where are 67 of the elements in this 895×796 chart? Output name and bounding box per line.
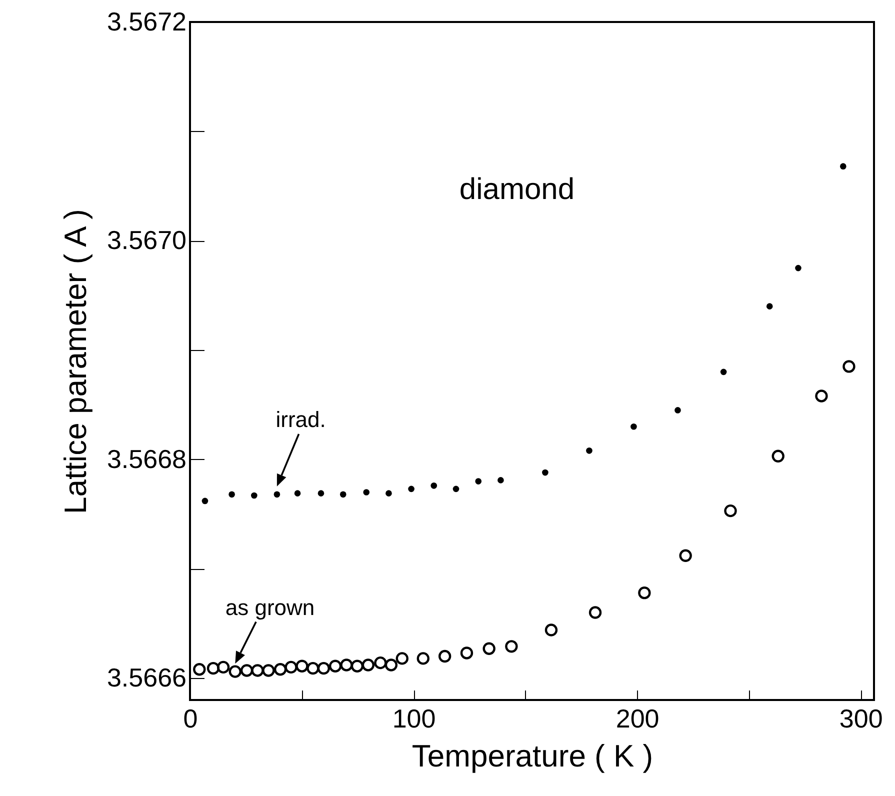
- point: [340, 658, 353, 672]
- point: [416, 652, 430, 665]
- point: [586, 448, 592, 454]
- point: [228, 491, 235, 498]
- point: [815, 390, 828, 402]
- x-axis-title: Temperature ( K ): [412, 738, 654, 774]
- point: [408, 486, 414, 492]
- point: [720, 368, 727, 376]
- point: [386, 490, 392, 496]
- x-tick-label: 0: [183, 704, 198, 734]
- point: [772, 450, 784, 462]
- point: [317, 662, 330, 675]
- point: [350, 660, 364, 672]
- x-tick-label: 100: [392, 704, 436, 734]
- point: [452, 486, 460, 492]
- point: [284, 660, 298, 674]
- point: [294, 490, 301, 496]
- point: [630, 423, 637, 430]
- point: [840, 163, 846, 170]
- x-tick-label: 200: [616, 704, 660, 734]
- point: [505, 640, 518, 653]
- point: [588, 606, 602, 619]
- x-tick-label: 300: [839, 704, 883, 734]
- point: [430, 482, 438, 489]
- point: [384, 658, 398, 672]
- point: [679, 549, 692, 562]
- point: [795, 264, 802, 272]
- point: [202, 498, 208, 504]
- point: [340, 491, 346, 498]
- point: [296, 660, 308, 672]
- point: [216, 660, 230, 674]
- point: [250, 492, 258, 499]
- point: [228, 665, 242, 678]
- point: [638, 586, 651, 600]
- annotation: irrad.: [276, 406, 326, 432]
- point: [482, 642, 496, 655]
- point: [306, 662, 320, 675]
- point: [542, 469, 548, 476]
- point: [724, 504, 737, 518]
- point: [206, 662, 220, 675]
- point: [475, 478, 482, 484]
- point: [674, 407, 681, 414]
- point: [842, 360, 856, 373]
- point: [262, 664, 275, 677]
- point: [274, 491, 280, 498]
- point: [274, 663, 287, 676]
- y-tick-label: 3.5672: [106, 6, 186, 36]
- point: [374, 656, 387, 670]
- y-axis-title: Lattice parameter ( A ): [58, 209, 93, 514]
- annotation: diamond: [459, 173, 574, 206]
- point: [498, 477, 504, 484]
- y-tick-label: 3.5670: [106, 225, 186, 256]
- y-tick-label: 3.5666: [106, 662, 186, 693]
- point: [318, 490, 324, 496]
- point: [251, 664, 264, 677]
- point: [438, 650, 452, 663]
- y-tick-label: 3.5668: [106, 444, 186, 474]
- annotation: as grown: [225, 594, 315, 620]
- point: [328, 660, 342, 672]
- point: [396, 652, 408, 665]
- point: [193, 663, 206, 676]
- point: [460, 646, 474, 660]
- point: [240, 664, 254, 677]
- point: [766, 303, 773, 310]
- point: [363, 489, 370, 496]
- point: [362, 658, 374, 672]
- point: [544, 624, 558, 636]
